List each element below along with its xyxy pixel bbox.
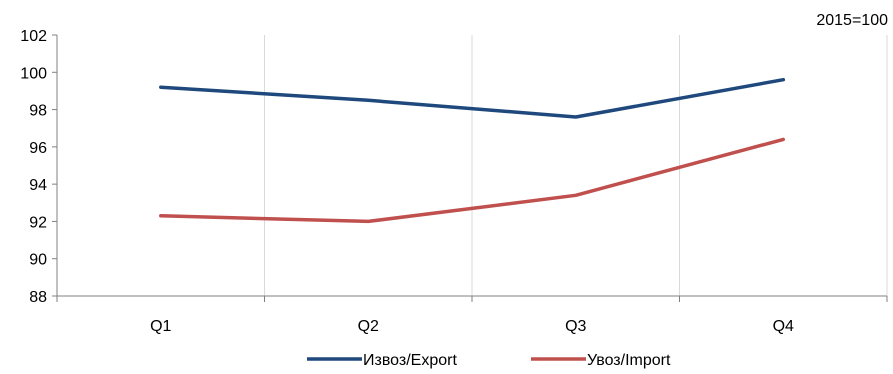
y-axis-ticks: 88 90 92 94 96 98 100 102 — [20, 28, 57, 306]
y-tick-label: 102 — [20, 28, 47, 45]
y-tick-label: 96 — [29, 140, 47, 157]
series-lines — [159, 77, 786, 224]
x-tick-label: Q2 — [358, 318, 379, 335]
y-tick-label: 88 — [29, 289, 47, 306]
base-year-note: 2015=100 — [816, 12, 888, 29]
series-line-export — [159, 77, 786, 119]
y-tick-label: 90 — [29, 252, 47, 269]
y-tick-label: 94 — [29, 177, 47, 194]
x-tick-label: Q1 — [150, 318, 171, 335]
x-axis-ticks: Q1 Q2 Q3 Q4 — [56, 296, 888, 335]
x-tick-label: Q4 — [773, 318, 794, 335]
y-tick-label: 92 — [29, 214, 47, 231]
y-tick-label: 98 — [29, 103, 47, 120]
grid-lines — [264, 35, 888, 296]
series-line-import — [159, 137, 786, 224]
x-tick-label: Q3 — [565, 318, 586, 335]
legend-label: Извоз/Export — [363, 352, 457, 369]
legend-label: Увоз/Import — [587, 352, 671, 369]
legend: Извоз/Export Увоз/Import — [307, 352, 671, 369]
y-tick-label: 100 — [20, 65, 47, 82]
